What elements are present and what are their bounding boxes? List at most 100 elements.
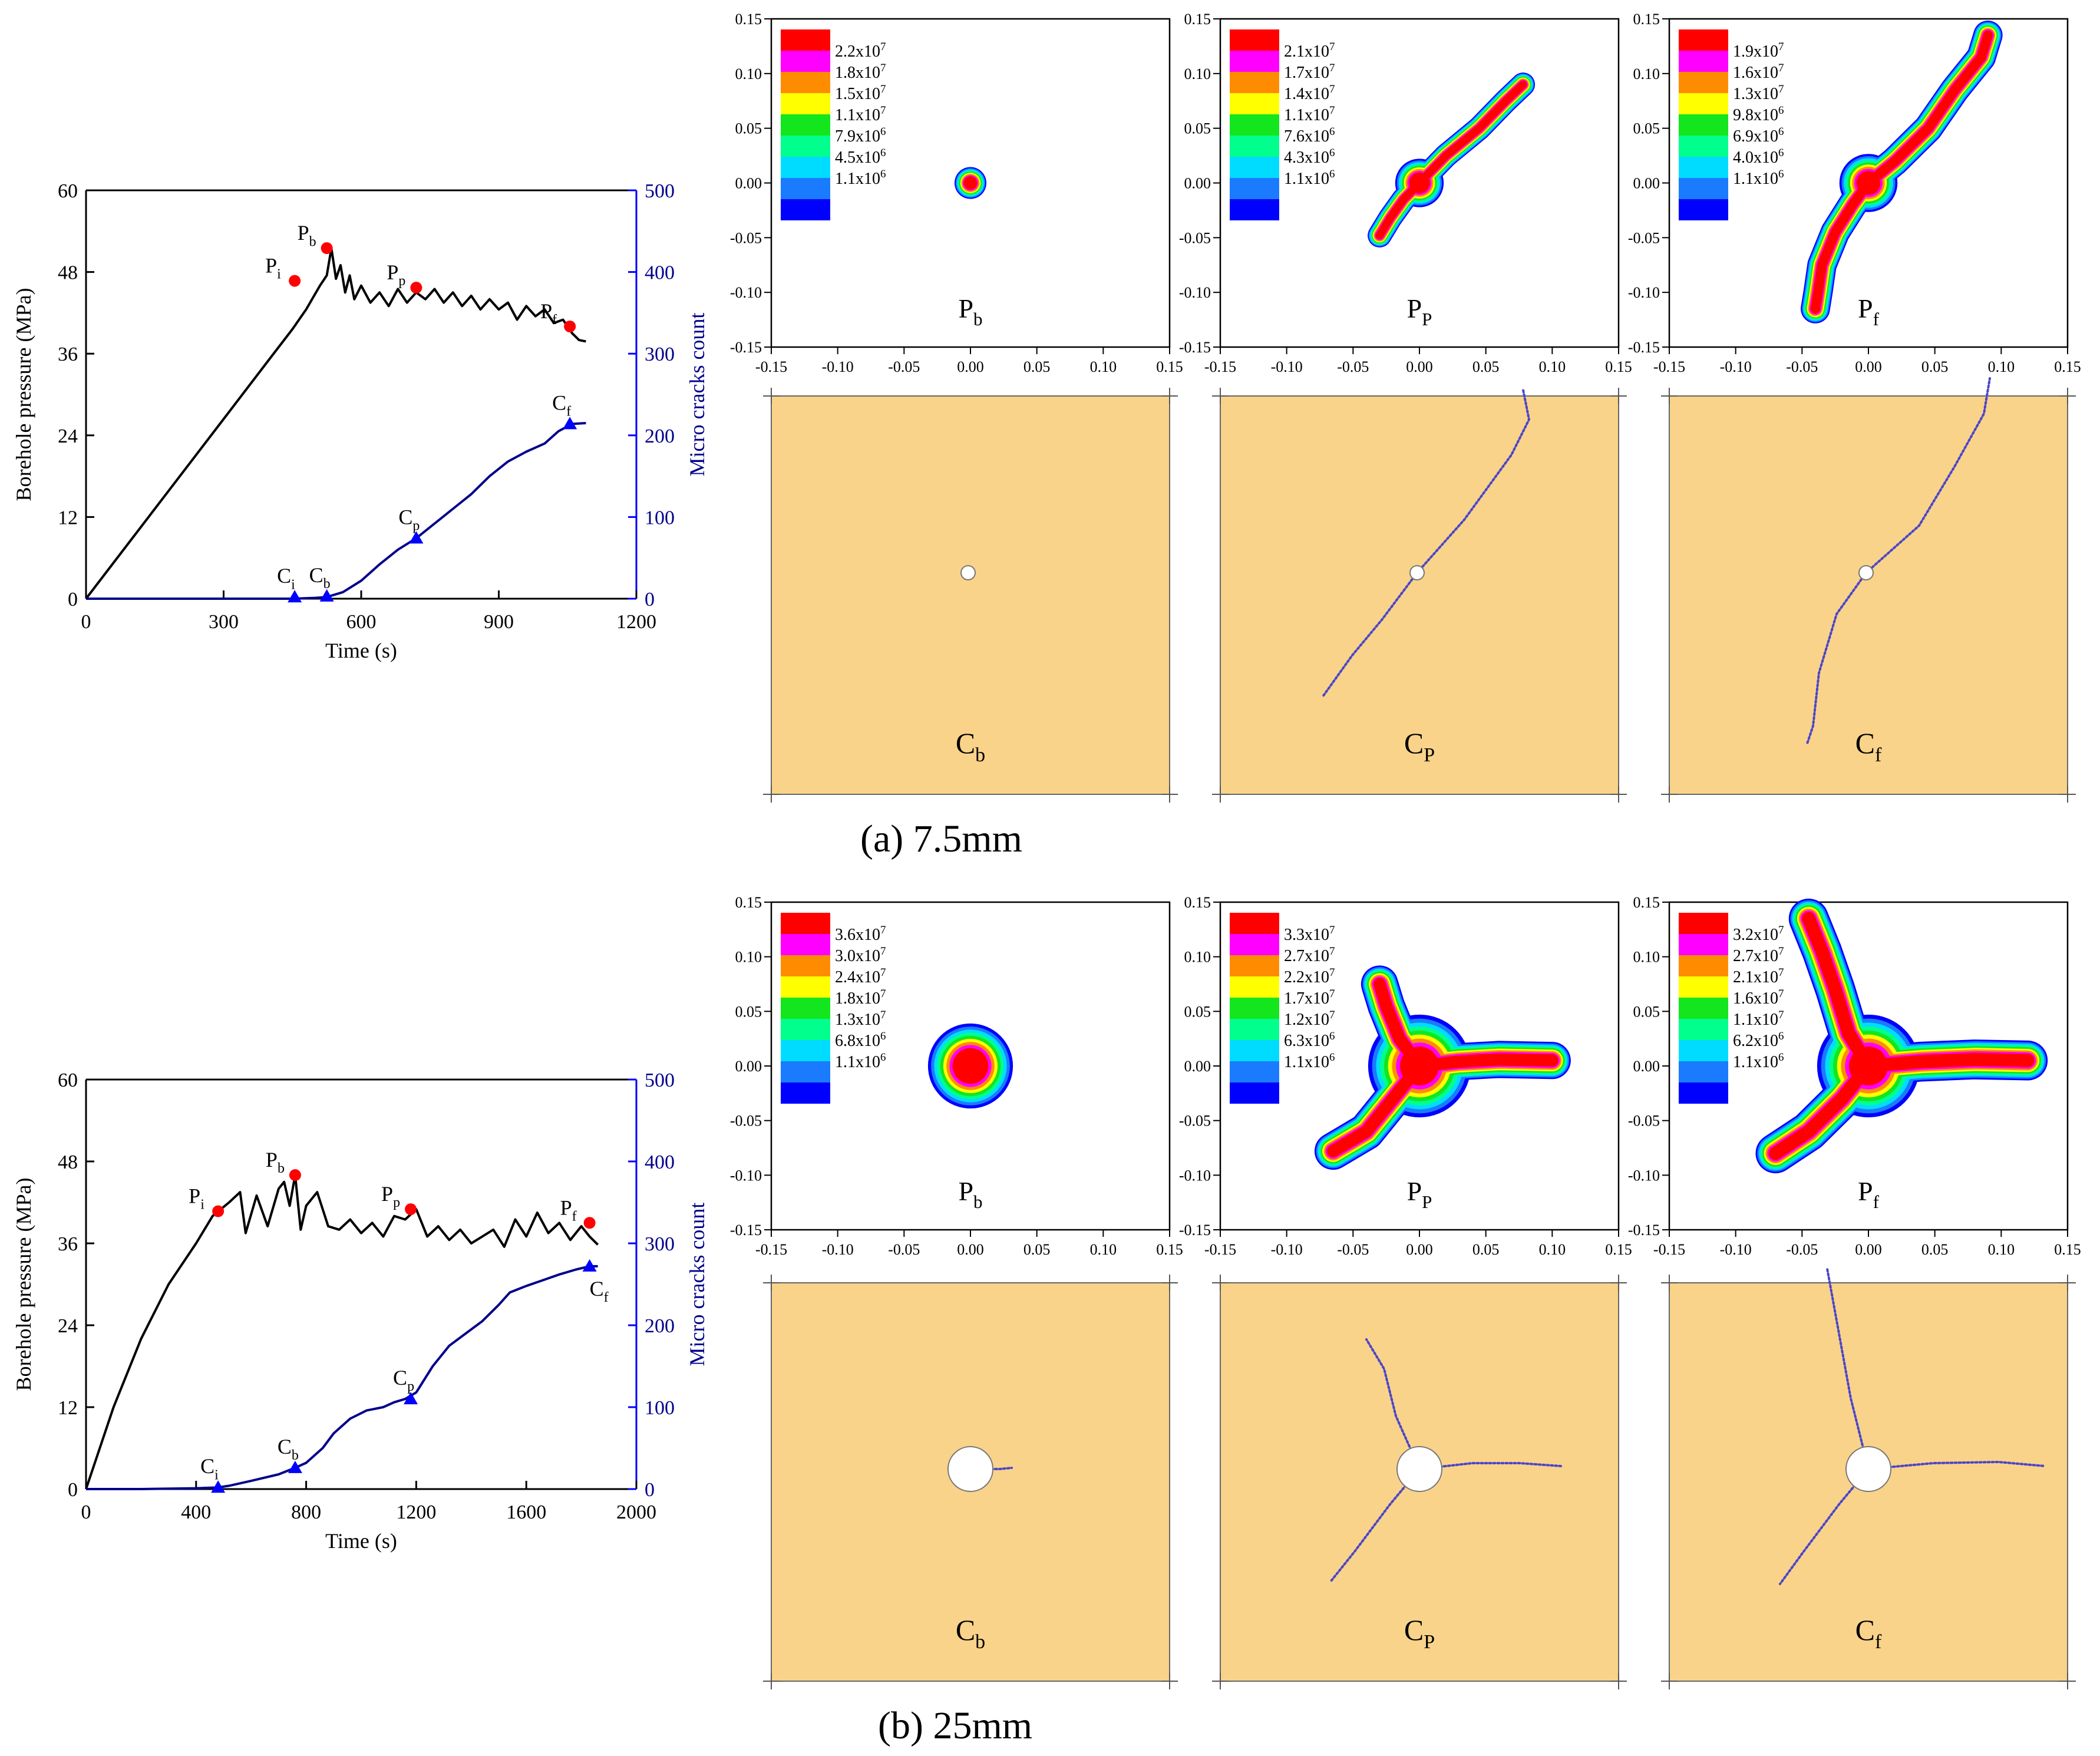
caption-a: (a) 7.5mm — [860, 817, 1022, 860]
marker-label-cb: Cb — [278, 1435, 299, 1463]
x-tick-label: 0 — [81, 1501, 91, 1523]
x-tick-label: 300 — [209, 611, 239, 633]
x-tick-label: 1600 — [506, 1501, 546, 1523]
y-tick-label: 24 — [58, 425, 78, 447]
legend-label: 4.5x106 — [835, 147, 886, 167]
marker-cb — [319, 589, 334, 602]
legend-swatch — [1679, 29, 1728, 51]
contour-panel-a-3: -0.15 -0.10 -0.05 0.00 0.05 0.10 0.15 -0.15 -0.1… — [1628, 11, 2081, 375]
contour-x-tick-label: 0.00 — [957, 358, 984, 375]
legend-swatch — [1679, 178, 1728, 199]
contour-y-tick-label: -0.15 — [1179, 1222, 1211, 1239]
marker-cf — [563, 417, 577, 430]
contour-panel-label: PP — [1407, 293, 1432, 329]
y2-tick-label: 200 — [645, 1315, 675, 1337]
marker-label-cb: Cb — [309, 563, 331, 592]
contour-core — [1856, 171, 1881, 195]
contour-y-tick-label: 0.05 — [1633, 1003, 1660, 1020]
crack-line — [1865, 377, 1991, 574]
contour-x-tick-label: -0.15 — [1653, 358, 1685, 375]
contour-y-tick-label: 0.05 — [735, 120, 762, 137]
marker-pf — [564, 321, 576, 332]
legend-swatch — [1679, 93, 1728, 114]
legend-swatch — [1679, 51, 1728, 72]
x-tick-label: 1200 — [396, 1501, 436, 1523]
legend-swatch — [781, 913, 830, 934]
legend-label: 1.1x107 — [1733, 1009, 1784, 1029]
contour-y-tick-label: -0.15 — [1179, 339, 1211, 356]
marker-pp — [410, 282, 422, 294]
crack-map-label: Cb — [956, 727, 985, 766]
legend-swatch — [781, 157, 830, 178]
contour-y-tick-label: 0.15 — [1633, 894, 1660, 911]
crack-line — [1826, 1268, 1870, 1470]
legend-swatch — [781, 955, 830, 976]
contour-x-tick-label: -0.15 — [755, 1241, 787, 1258]
contour-y-tick-label: 0.10 — [1184, 65, 1211, 82]
caption-b: (b) 25mm — [878, 1704, 1032, 1747]
contour-panel-label: Pb — [958, 293, 982, 329]
legend-label: 1.3x107 — [1733, 83, 1784, 103]
legend-swatch — [781, 199, 830, 220]
crack-line — [1867, 1460, 2046, 1470]
legend-label: 1.1x106 — [835, 1051, 886, 1071]
legend-swatch — [781, 1061, 830, 1082]
contour-x-tick-label: 0.10 — [1090, 1241, 1117, 1258]
x-tick-label: 0 — [81, 611, 91, 633]
contour-x-tick-label: 0.00 — [1855, 1241, 1882, 1258]
legend-swatch — [1230, 1061, 1279, 1082]
x-tick-label: 600 — [346, 611, 377, 633]
legend-swatch — [781, 1040, 830, 1061]
contour-arm — [1413, 1053, 1559, 1072]
contour-y-tick-label: 0.10 — [1633, 65, 1660, 82]
contour-panel-b-3: -0.15 -0.10 -0.05 0.00 0.05 0.10 0.15 -0.15 -0.1… — [1628, 894, 2081, 1258]
legend-swatch — [781, 136, 830, 157]
legend-swatch — [781, 29, 830, 51]
crack-map-6: Cf — [1661, 1268, 2076, 1689]
legend-label: 7.9x106 — [835, 126, 886, 146]
contour-x-tick-label: 0.15 — [2054, 1241, 2081, 1258]
marker-pi — [289, 275, 301, 287]
crack-line — [1416, 389, 1531, 574]
legend-label: 7.6x106 — [1284, 126, 1335, 146]
marker-label-cf: Cf — [590, 1277, 609, 1305]
crack-map-label: Cf — [1855, 1613, 1882, 1653]
legend-swatch — [1679, 934, 1728, 955]
marker-pf — [583, 1217, 596, 1229]
contour-y-tick-label: -0.10 — [730, 284, 762, 301]
y-tick-label: 36 — [58, 344, 78, 365]
legend-label: 6.2x106 — [1733, 1030, 1784, 1050]
contour-y-tick-label: -0.15 — [1628, 1222, 1660, 1239]
contour-arm — [1375, 179, 1424, 240]
crack-map-label: CP — [1404, 727, 1435, 766]
y2-tick-label: 200 — [645, 425, 675, 447]
contour-y-tick-label: 0.05 — [1633, 120, 1660, 137]
legend-label: 1.8x107 — [835, 988, 886, 1008]
contour-panel-a-1: -0.15 -0.10 -0.05 0.00 0.05 0.10 0.15 -0.15 -0.1… — [730, 11, 1183, 375]
y-tick-label: 48 — [58, 1151, 78, 1173]
legend-swatch — [1230, 114, 1279, 136]
contour-y-tick-label: 0.10 — [1184, 949, 1211, 966]
y2-tick-label: 400 — [645, 1151, 675, 1173]
legend-label: 1.7x107 — [1284, 988, 1335, 1008]
legend-swatch — [1679, 976, 1728, 998]
marker-label-pp: Pp — [381, 1182, 400, 1210]
y-axis-label: Borehole pressure (MPa) — [12, 288, 35, 501]
contour-panel-b-2: -0.15 -0.10 -0.05 0.00 0.05 0.10 0.15 -0.15 -0.1… — [1179, 894, 1632, 1258]
legend-label: 1.1x106 — [1733, 1051, 1784, 1071]
borehole — [960, 565, 976, 580]
legend-swatch — [781, 114, 830, 136]
contour-y-tick-label: 0.05 — [1184, 1003, 1211, 1020]
contour-x-tick-label: 0.10 — [1988, 358, 2015, 375]
rock-sample — [1669, 395, 2068, 795]
contour-x-tick-label: -0.10 — [1720, 1241, 1752, 1258]
contour-x-tick-label: 0.10 — [1539, 1241, 1566, 1258]
legend-swatch — [1230, 72, 1279, 93]
marker-label-pf: Pf — [560, 1196, 577, 1224]
y-tick-label: 24 — [58, 1315, 78, 1337]
y-tick-label: 0 — [68, 1479, 78, 1501]
contour-y-tick-label: 0.10 — [735, 949, 762, 966]
legend-label: 3.2x107 — [1733, 924, 1784, 944]
legend-swatch — [1679, 114, 1728, 136]
